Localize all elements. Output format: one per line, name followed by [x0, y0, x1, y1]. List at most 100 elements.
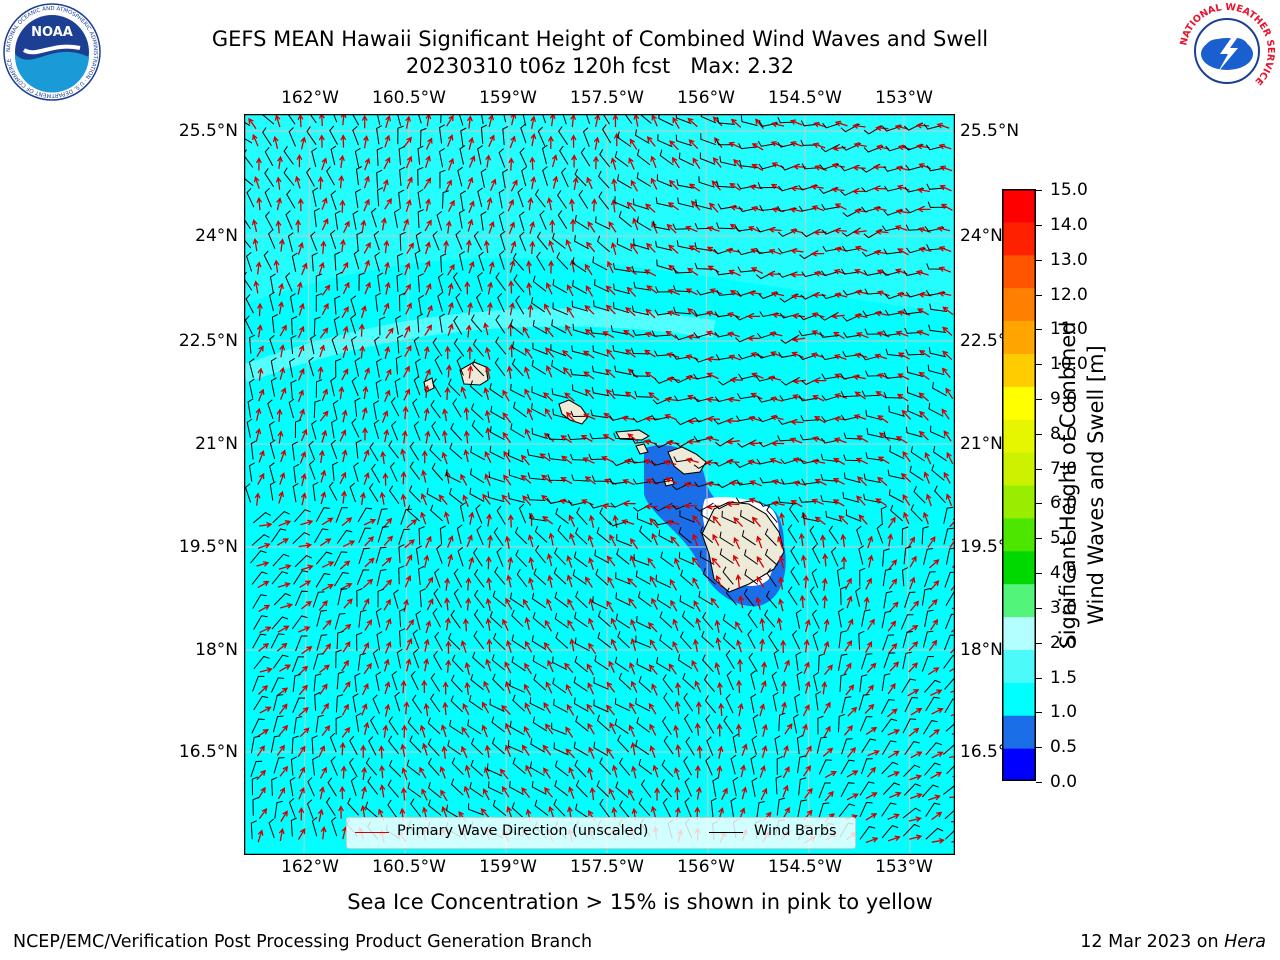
wave-direction-arrow [610, 638, 618, 651]
wind-barb [843, 432, 862, 440]
wave-direction-arrow [692, 638, 699, 652]
wave-direction-arrow [566, 284, 574, 297]
wave-direction-arrow [688, 183, 701, 192]
wind-barb [397, 334, 404, 354]
wave-direction-arrow [278, 300, 284, 315]
wind-barb [250, 735, 261, 754]
wind-barb [673, 306, 692, 315]
wind-barb [675, 417, 696, 426]
wind-barb [498, 250, 505, 270]
wind-barb [253, 655, 270, 670]
wind-barb [315, 379, 323, 398]
wave-direction-arrow [340, 114, 347, 126]
wind-barb [459, 502, 466, 522]
wave-direction-arrow [424, 219, 432, 232]
wind-barb [882, 568, 892, 587]
wave-direction-arrow [502, 618, 509, 631]
wind-barb [932, 445, 947, 462]
wind-barb [508, 492, 525, 503]
wind-barb [864, 288, 884, 295]
wind-barb [651, 330, 671, 337]
wind-barb [924, 679, 941, 693]
wind-barb [246, 252, 253, 272]
wave-direction-arrow [823, 640, 830, 654]
wind-barb [436, 211, 443, 231]
wind-barb [269, 439, 276, 460]
wind-barb [922, 720, 938, 735]
wind-barb [330, 145, 337, 166]
wind-barb [285, 210, 293, 230]
wind-barb [714, 331, 734, 338]
wave-direction-arrow [467, 176, 474, 190]
wind-barb [252, 511, 271, 524]
wind-barb [809, 586, 819, 606]
wind-barb [598, 191, 610, 210]
wave-direction-arrow [343, 220, 350, 233]
wind-barb [428, 799, 442, 816]
lon-label-bottom: 159°W [479, 857, 537, 877]
wind-barb [818, 653, 826, 672]
wave-direction-arrow [257, 367, 264, 381]
wind-barb [730, 754, 737, 775]
wind-barb [638, 797, 651, 816]
wind-barb [590, 409, 609, 419]
wind-barb [486, 763, 503, 777]
wave-direction-arrow [362, 427, 368, 441]
wind-barb [398, 528, 410, 545]
wind-barb [470, 673, 484, 691]
wave-direction-arrow [685, 288, 698, 296]
wind-barb [821, 354, 841, 361]
wind-barb [542, 166, 548, 186]
wind-barb [616, 548, 630, 565]
wind-barb [693, 373, 713, 380]
wind-barb [594, 655, 609, 671]
wind-barb [269, 481, 276, 501]
wind-barb [860, 653, 873, 670]
wave-direction-arrow [897, 373, 910, 381]
wave-direction-arrow [276, 642, 288, 652]
wind-barb [512, 341, 527, 356]
wind-barb [838, 630, 847, 649]
wind-barb [636, 149, 651, 166]
wind-barb [866, 428, 884, 439]
wave-direction-arrow [545, 282, 553, 295]
wave-direction-arrow [298, 807, 305, 821]
wind-barb [657, 134, 673, 148]
wind-barb [743, 588, 755, 607]
wind-barb [751, 777, 758, 797]
wave-direction-arrow [789, 437, 803, 444]
wave-direction-arrow [321, 702, 329, 715]
wind-barb [638, 758, 653, 775]
wind-barb [413, 336, 420, 357]
wind-barb [477, 145, 483, 165]
wind-barb [737, 393, 757, 400]
wave-direction-arrow [381, 410, 389, 423]
wave-direction-arrow [908, 727, 920, 737]
wind-barb [264, 211, 274, 231]
wave-direction-arrow [867, 535, 874, 549]
wave-direction-arrow [318, 114, 325, 127]
wave-direction-arrow [481, 701, 490, 714]
wind-barb [329, 732, 337, 753]
wind-barb [701, 630, 715, 648]
wave-direction-arrow [706, 480, 720, 487]
wave-direction-arrow [759, 765, 766, 778]
wind-barb [882, 548, 890, 567]
wind-barb [554, 612, 569, 629]
wave-direction-arrow [652, 764, 659, 778]
wind-barb [289, 293, 296, 313]
wind-barb [350, 776, 357, 797]
wave-direction-arrow [588, 746, 595, 759]
wave-direction-arrow [362, 578, 374, 589]
wind-barb [331, 816, 338, 837]
wave-direction-arrow [670, 536, 680, 547]
wind-barb [610, 325, 629, 335]
wind-barb [859, 674, 868, 693]
wind-barb [283, 167, 295, 186]
wave-direction-arrow [938, 266, 952, 273]
wind-barb [902, 807, 921, 819]
wind-barb [635, 570, 651, 585]
wave-direction-arrow [298, 626, 311, 633]
wave-direction-arrow [446, 134, 454, 147]
wave-direction-arrow [889, 661, 900, 672]
